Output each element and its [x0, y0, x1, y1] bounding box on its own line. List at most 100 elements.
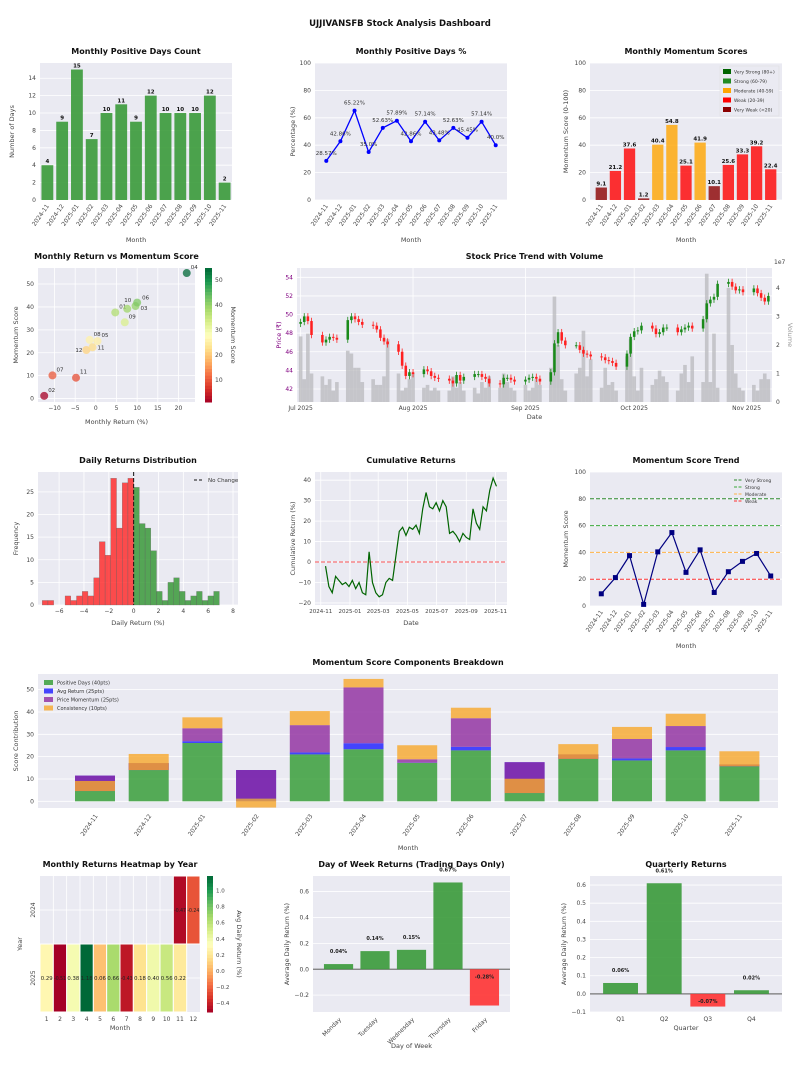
candle-body	[487, 378, 491, 384]
data-label: -0.28%	[475, 974, 494, 980]
colorbar-segment	[207, 886, 213, 891]
volume-bar	[385, 339, 390, 402]
candle-body	[625, 353, 629, 367]
y-tick-label: 60	[578, 523, 586, 530]
data-label: 57.14%	[415, 112, 436, 118]
y-tick-label: 0.0	[299, 966, 309, 973]
candle-body	[437, 377, 440, 379]
volume-bar	[625, 356, 629, 402]
histogram-bar	[139, 523, 146, 606]
data-label: 37.6	[623, 142, 637, 148]
legend-swatch	[44, 705, 53, 711]
volume-bar	[349, 353, 354, 402]
volume-bar	[509, 387, 513, 402]
histogram-bar	[156, 591, 163, 606]
volume-bar	[422, 387, 426, 402]
point-label: 10	[124, 298, 131, 304]
data-label: 10	[103, 107, 111, 113]
y-axis-label: Number of Days	[8, 105, 16, 158]
chart-title: Monthly Positive Days %	[356, 47, 467, 56]
histogram-bar	[104, 555, 111, 606]
bar	[750, 146, 763, 200]
volume-bar	[686, 382, 691, 402]
y-tick-label: 40	[578, 549, 586, 556]
candle-body	[578, 345, 582, 350]
bar	[159, 113, 172, 200]
bar	[694, 142, 706, 200]
chart-title: Quarterly Returns	[645, 860, 727, 869]
volume-bar	[741, 390, 745, 402]
volume-bar	[675, 390, 680, 402]
colorbar-segment	[207, 940, 213, 945]
colorbar-segment	[205, 298, 212, 302]
candle-body	[549, 372, 553, 382]
volume-bar	[298, 336, 303, 402]
colorbar-segment	[205, 274, 212, 279]
x-tick-label: Q2	[660, 1016, 669, 1023]
bar	[203, 95, 216, 200]
bar	[595, 187, 607, 200]
data-label: 10	[191, 107, 199, 113]
data-label: 57.14%	[471, 112, 492, 118]
y-tick-label: 0	[30, 798, 34, 805]
candle-body	[299, 321, 302, 324]
x-tick-label: Monday	[321, 1016, 343, 1038]
data-label: 41.9	[693, 137, 707, 143]
volume-bar	[614, 390, 618, 402]
colorbar-tick-label: −0.4	[216, 1001, 230, 1007]
x-axis-label: Daily Return (%)	[111, 619, 164, 627]
y-tick-label: 0	[582, 603, 586, 610]
colorbar-segment	[207, 927, 213, 931]
candle-body	[328, 336, 331, 340]
candle-body	[738, 289, 741, 291]
x-tick-label: 2024-12	[133, 813, 153, 838]
x-tick-label: 4	[181, 608, 185, 615]
candle-body	[629, 336, 632, 354]
candle-body	[716, 283, 719, 297]
x-tick-label: 2025-07	[509, 813, 529, 838]
y2-tick-label: 0	[776, 399, 780, 406]
candle-body	[632, 331, 636, 337]
colorbar-segment	[207, 978, 213, 982]
y-tick-label: 48	[285, 330, 293, 337]
y2-tick-label: 4	[776, 285, 780, 292]
legend-label: Moderate	[745, 492, 767, 498]
volume-bar	[480, 382, 484, 402]
x-tick-label: Sep 2025	[511, 405, 540, 412]
y-axis-label: Score Contribution	[12, 711, 20, 772]
x-tick-label: 2	[58, 1016, 62, 1023]
volume-bar	[578, 367, 582, 402]
data-label: 33.3	[736, 148, 750, 154]
chart-title: Monthly Returns Heatmap by Year	[43, 860, 198, 869]
volume-bar	[733, 373, 738, 402]
cell-label: 0.40	[147, 976, 159, 982]
plot-area	[315, 63, 507, 200]
candle-body	[353, 316, 357, 320]
x-tick-label: 8	[138, 1016, 142, 1023]
data-label: 12	[147, 90, 155, 96]
volume-bar	[730, 344, 734, 402]
candle-body	[404, 365, 408, 376]
volume-bar	[378, 384, 383, 402]
data-point	[627, 553, 633, 559]
x-tick-label: 15	[154, 405, 162, 412]
colorbar-segment	[205, 365, 212, 369]
colorbar-segment	[207, 995, 213, 999]
volume-bar	[556, 344, 560, 402]
x-axis-label: Day of Week	[391, 1042, 432, 1050]
volume-bar	[523, 384, 528, 402]
y-tick-label: 20	[26, 512, 34, 519]
x-tick-label: 2025-01	[187, 813, 207, 838]
histogram-bar	[179, 591, 186, 606]
colorbar-segment	[205, 395, 212, 400]
candle-body	[335, 337, 339, 340]
colorbar-tick-label: 0.2	[216, 953, 225, 959]
data-label: 2	[223, 177, 227, 183]
legend-label: Very Strong	[745, 478, 771, 484]
y-tick-label: 10	[28, 110, 36, 117]
legend-swatch	[723, 78, 731, 84]
volume-bar	[335, 382, 339, 402]
stacked-bar-segment	[665, 750, 706, 802]
heatmap-cell	[186, 875, 201, 945]
data-label: 43.48%	[429, 130, 450, 136]
